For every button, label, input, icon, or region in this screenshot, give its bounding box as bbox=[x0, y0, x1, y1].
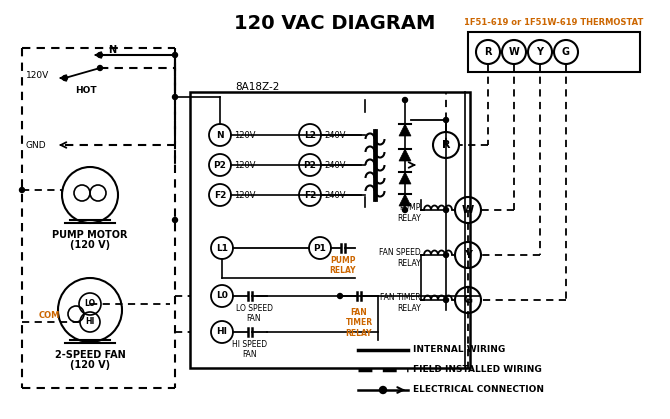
Text: PUMP
RELAY: PUMP RELAY bbox=[330, 256, 356, 275]
Text: F2: F2 bbox=[304, 191, 316, 199]
Text: R: R bbox=[442, 140, 450, 150]
Text: G: G bbox=[562, 47, 570, 57]
Text: 120V: 120V bbox=[234, 191, 255, 199]
Circle shape bbox=[444, 207, 448, 212]
Polygon shape bbox=[399, 194, 411, 206]
Circle shape bbox=[98, 52, 103, 57]
Text: G: G bbox=[464, 295, 472, 305]
Circle shape bbox=[19, 187, 25, 192]
Circle shape bbox=[98, 65, 103, 70]
Text: 120V: 120V bbox=[26, 70, 50, 80]
Circle shape bbox=[444, 253, 448, 258]
Polygon shape bbox=[399, 124, 411, 136]
Text: LO: LO bbox=[84, 300, 96, 308]
Circle shape bbox=[379, 386, 387, 393]
Circle shape bbox=[403, 207, 407, 212]
Text: L0: L0 bbox=[216, 292, 228, 300]
Text: Y: Y bbox=[464, 250, 472, 260]
Circle shape bbox=[444, 297, 448, 303]
Text: FAN SPEED
RELAY: FAN SPEED RELAY bbox=[379, 248, 421, 268]
Text: 240V: 240V bbox=[324, 191, 346, 199]
Text: 1F51-619 or 1F51W-619 THERMOSTAT: 1F51-619 or 1F51W-619 THERMOSTAT bbox=[464, 18, 644, 27]
Text: P1: P1 bbox=[314, 243, 326, 253]
Circle shape bbox=[403, 98, 407, 103]
Text: HI: HI bbox=[85, 318, 94, 326]
Text: P2: P2 bbox=[214, 160, 226, 170]
Text: PUMP
RELAY: PUMP RELAY bbox=[397, 203, 421, 223]
Polygon shape bbox=[399, 149, 411, 161]
Text: F2: F2 bbox=[214, 191, 226, 199]
Circle shape bbox=[172, 95, 178, 99]
Text: 240V: 240V bbox=[324, 130, 346, 140]
Bar bbox=[190, 92, 470, 368]
Text: Y: Y bbox=[537, 47, 543, 57]
Polygon shape bbox=[399, 172, 411, 184]
Text: FIELD INSTALLED WIRING: FIELD INSTALLED WIRING bbox=[413, 365, 542, 375]
Text: 240V: 240V bbox=[324, 160, 346, 170]
Bar bbox=[468, 32, 640, 72]
Text: W: W bbox=[509, 47, 519, 57]
Text: P2: P2 bbox=[304, 160, 316, 170]
Text: LO SPEED
FAN: LO SPEED FAN bbox=[235, 304, 273, 323]
Circle shape bbox=[172, 217, 178, 222]
Circle shape bbox=[172, 52, 178, 57]
Circle shape bbox=[444, 117, 448, 122]
Text: 120V: 120V bbox=[234, 130, 255, 140]
Text: HI SPEED
FAN: HI SPEED FAN bbox=[232, 340, 267, 360]
Text: (120 V): (120 V) bbox=[70, 360, 110, 370]
Text: COM: COM bbox=[39, 311, 60, 321]
Text: PUMP MOTOR: PUMP MOTOR bbox=[52, 230, 128, 240]
Text: L1: L1 bbox=[216, 243, 228, 253]
Text: (120 V): (120 V) bbox=[70, 240, 110, 250]
Text: FAN TIMER
RELAY: FAN TIMER RELAY bbox=[381, 293, 421, 313]
Text: R: R bbox=[484, 47, 492, 57]
Circle shape bbox=[62, 75, 68, 80]
Text: 2-SPEED FAN: 2-SPEED FAN bbox=[55, 350, 125, 360]
Text: FAN
TIMER
RELAY: FAN TIMER RELAY bbox=[346, 308, 373, 338]
Text: GND: GND bbox=[26, 140, 47, 150]
Text: W: W bbox=[462, 205, 474, 215]
Text: ELECTRICAL CONNECTION: ELECTRICAL CONNECTION bbox=[413, 385, 544, 395]
Text: INTERNAL WIRING: INTERNAL WIRING bbox=[413, 346, 505, 354]
Text: L2: L2 bbox=[304, 130, 316, 140]
Text: N: N bbox=[108, 45, 116, 55]
Text: 120V: 120V bbox=[234, 160, 255, 170]
Circle shape bbox=[338, 293, 342, 298]
Text: HI: HI bbox=[216, 328, 228, 336]
Text: 8A18Z-2: 8A18Z-2 bbox=[235, 82, 279, 92]
Text: HOT: HOT bbox=[75, 85, 96, 95]
Text: 120 VAC DIAGRAM: 120 VAC DIAGRAM bbox=[234, 14, 436, 33]
Text: N: N bbox=[216, 130, 224, 140]
